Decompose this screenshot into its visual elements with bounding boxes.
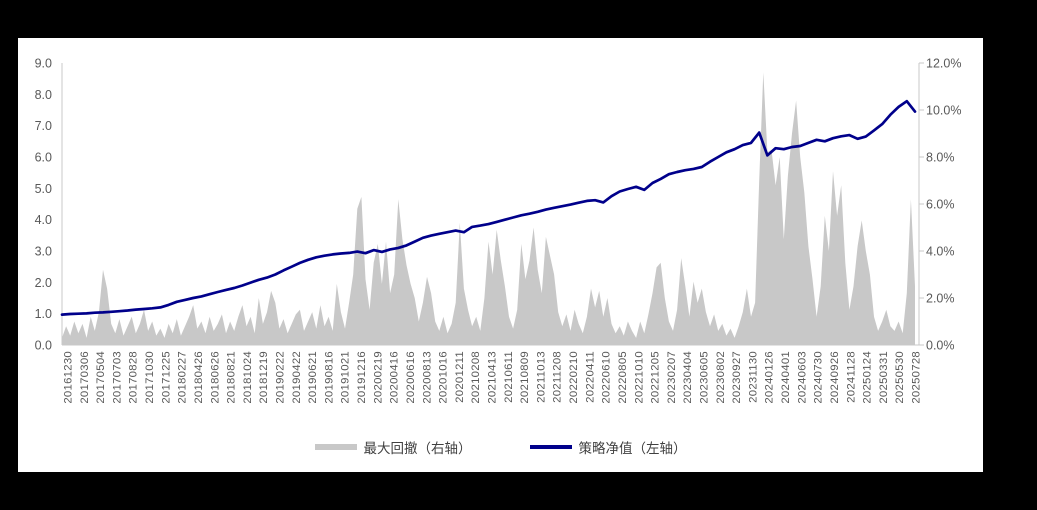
x-axis-tick-label: 20191021	[340, 351, 352, 404]
legend-item-drawdown: 最大回撤（右轴）	[314, 437, 472, 457]
x-axis-tick-label: 20230207	[666, 351, 678, 404]
x-axis-tick-label: 20211013	[535, 351, 547, 403]
nav-line-series	[60, 99, 917, 316]
x-axis-tick-label: 20190621	[307, 351, 319, 404]
x-axis-tick-label: 20210809	[519, 351, 531, 404]
x-axis-tick-label: 20170306	[79, 351, 91, 404]
x-axis-tick-label: 20220210	[568, 351, 580, 404]
x-axis-tick-label: 20170504	[95, 351, 107, 404]
left-axis-tick-label: 3.0	[35, 245, 52, 259]
x-axis-tick-label: 20170703	[111, 351, 123, 404]
left-axis-tick-label: 4.0	[35, 213, 52, 227]
x-axis-tick-label: 20240730	[813, 351, 825, 404]
right-axis-tick-label: 8.0%	[926, 151, 955, 165]
x-axis-tick-label: 20230927	[731, 351, 743, 404]
nav-line-swatch	[529, 445, 572, 449]
x-axis-tick-label: 20211208	[552, 351, 564, 403]
right-axis-tick-label: 4.0%	[926, 245, 955, 259]
left-axis-tick-label: 2.0	[35, 276, 52, 290]
x-axis-tick-label: 20200219	[372, 351, 384, 404]
x-axis-tick-label: 20240126	[764, 351, 776, 404]
x-axis-tick-label: 20250530	[894, 351, 906, 404]
x-axis-tick-label: 20240401	[780, 351, 792, 404]
right-axis-tick-label: 2.0%	[926, 292, 955, 306]
x-axis-tick-label: 20170828	[128, 351, 140, 404]
right-axis-tick-label: 6.0%	[926, 198, 955, 212]
x-axis-tick-label: 20210413	[487, 351, 499, 404]
left-axis-tick-label: 8.0	[35, 88, 52, 102]
x-axis-tick-label: 20250124	[862, 351, 874, 404]
x-axis-tick-label: 20181024	[242, 351, 254, 404]
legend-label-nav: 策略净值（左轴）	[578, 441, 687, 456]
legend-item-nav: 策略净值（左轴）	[529, 437, 687, 457]
right-axis-tick-label: 10.0%	[926, 104, 961, 118]
left-axis-tick-label: 0.0	[35, 339, 52, 353]
x-axis-tick-label: 20240926	[829, 351, 841, 404]
x-axis-tick-label: 20241128	[845, 351, 857, 403]
x-axis-tick-label: 20161230	[63, 351, 75, 404]
x-axis-tick-label: 20201016	[438, 351, 450, 404]
drawdown-area-series	[62, 72, 915, 346]
x-axis-tick-label: 20200616	[405, 351, 417, 404]
x-axis-tick-label: 20221205	[650, 351, 662, 404]
x-axis-tick-label: 20230605	[699, 351, 711, 404]
x-axis-tick-label: 20201211	[454, 351, 466, 403]
x-axis-tick-label: 20220610	[601, 351, 613, 404]
x-axis-tick-label: 20191216	[356, 351, 368, 404]
x-axis-tick-label: 20171225	[160, 351, 172, 404]
x-axis-tick-label: 20200813	[421, 351, 433, 404]
x-axis-tick-label: 20171030	[144, 351, 156, 404]
x-axis-tick-label: 20231130	[747, 351, 759, 403]
x-axis-tick-label: 20210611	[503, 351, 515, 403]
x-axis-tick-label: 20221010	[633, 351, 645, 404]
x-axis-tick-label: 20230404	[682, 351, 694, 404]
dual-axis-chart: 9.0 8.0 7.0 6.0 5.0 4.0 3.0 2.0 1.0 0.0 12.0% 10.0%…	[35, 57, 962, 404]
x-axis-tick-label: 20230802	[715, 351, 727, 404]
right-axis-tick-label: 12.0%	[926, 57, 961, 71]
left-axis-tick-label: 7.0	[35, 119, 52, 133]
x-axis-tick-label: 20250331	[878, 351, 890, 404]
right-axis-tick-label: 0.0%	[926, 339, 955, 353]
x-axis-tick-label: 20190816	[323, 351, 335, 404]
x-axis-tick-label: 20180227	[177, 351, 189, 404]
x-axis-tick-label: 20200416	[389, 351, 401, 404]
x-axis-tick-label: 20190422	[291, 351, 303, 404]
x-axis-tick-label: 20220805	[617, 351, 629, 404]
x-axis-tick-label: 20180626	[209, 351, 221, 404]
x-axis-tick-label: 20250728	[911, 351, 923, 404]
x-axis-tick-label: 20180426	[193, 351, 205, 404]
x-axis-tick-label: 20240603	[796, 351, 808, 404]
x-axis-tick-label: 20210208	[470, 351, 482, 404]
x-axis-tick-label: 20190222	[275, 351, 287, 404]
chart-legend: 最大回撤（右轴） 策略净值（左轴）	[18, 437, 983, 457]
x-axis-tick-label: 20181219	[258, 351, 270, 404]
chart-panel: 9.0 8.0 7.0 6.0 5.0 4.0 3.0 2.0 1.0 0.0 12.0% 10.0%…	[18, 38, 983, 472]
left-axis-tick-label: 5.0	[35, 182, 52, 196]
x-axis-tick-label: 20180821	[226, 351, 238, 404]
x-axis-tick-label: 20220411	[584, 351, 596, 403]
left-axis-tick-label: 1.0	[35, 307, 52, 321]
legend-label-drawdown: 最大回撤（右轴）	[363, 441, 472, 456]
left-axis-tick-label: 6.0	[35, 151, 52, 165]
left-axis-tick-label: 9.0	[35, 57, 52, 71]
drawdown-area-swatch	[314, 444, 357, 450]
